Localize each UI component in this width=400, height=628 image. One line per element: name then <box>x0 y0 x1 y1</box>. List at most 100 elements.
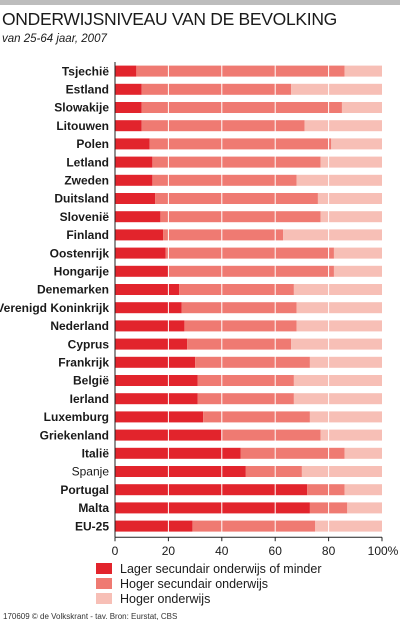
x-tick-label: 20 <box>162 544 176 558</box>
bar-segment-mid <box>197 375 294 386</box>
bar-segment-low <box>115 356 196 368</box>
bar-segment-low <box>115 302 182 314</box>
category-label: EU-25 <box>75 519 109 533</box>
bar-segment-mid <box>152 156 321 168</box>
bar-segment-high <box>296 302 382 314</box>
category-label: Griekenland <box>40 428 109 442</box>
bar-segment-high <box>301 466 382 477</box>
bar-segment-high <box>317 193 382 204</box>
bar-segment-low <box>115 447 241 459</box>
bar-segment-low <box>115 265 169 277</box>
x-tick-label: 80 <box>322 544 336 558</box>
chart-subtitle: van 25-64 jaar, 2007 <box>2 33 107 45</box>
legend-swatch-low <box>96 563 112 574</box>
legend-label-low: Lager secundair onderwijs of minder <box>120 561 322 576</box>
bar-segment-mid <box>152 174 297 186</box>
category-label: Ierland <box>70 392 109 406</box>
category-label: Slowakije <box>54 101 109 115</box>
legend-swatch-high <box>96 593 112 604</box>
bar-segment-mid <box>184 320 297 332</box>
category-label: Estland <box>66 83 109 97</box>
bar-segment-low <box>115 120 142 132</box>
bar-segment-low <box>115 102 142 113</box>
bar-segment-high <box>344 447 382 459</box>
source-footer: 170609 © de Volkskrant - tav. Bron: Eurs… <box>3 612 178 621</box>
bar-segment-mid <box>168 265 334 277</box>
bar-segment-high <box>331 138 382 150</box>
bar-segment-mid <box>160 211 321 223</box>
bar-segment-mid <box>141 102 342 113</box>
category-label: Luxemburg <box>44 410 109 424</box>
category-label: Denemarken <box>37 283 109 297</box>
bar-segment-high <box>333 265 382 277</box>
bar-segment-low <box>115 284 180 295</box>
category-label: Finland <box>66 228 109 242</box>
bar-segment-mid <box>221 429 321 441</box>
category-label: Duitsland <box>54 192 109 206</box>
bar-segment-high <box>291 338 382 350</box>
x-tick-label: 60 <box>269 544 283 558</box>
bar-segment-high <box>309 356 382 368</box>
category-label: Spanje <box>72 465 110 479</box>
bar-segment-high <box>320 156 382 168</box>
x-tick-label: 100% <box>368 544 399 558</box>
category-label: Letland <box>66 155 109 169</box>
bar-segment-low <box>115 320 185 332</box>
category-label: Zweden <box>64 174 109 188</box>
x-axis-group: 0 20 40 60 80 100% <box>112 62 399 558</box>
bar-segment-mid <box>165 247 334 259</box>
bar-segment-low <box>115 338 188 350</box>
bar-segment-high <box>320 429 382 441</box>
legend-label-mid: Hoger secundair onderwijs <box>120 576 268 591</box>
bar-segment-low <box>115 229 164 241</box>
bar-segment-low <box>115 411 204 423</box>
stacked-bar-chart: Tsjechië Estland Slowakije Litouwen Polen Let… <box>0 62 399 558</box>
category-label: België <box>73 374 109 388</box>
bar-segment-low <box>115 484 308 496</box>
bar-segment-mid <box>155 193 318 204</box>
bar-segment-mid <box>149 138 332 150</box>
bar-segment-high <box>341 102 382 113</box>
legend-label-high: Hoger onderwijs <box>120 591 211 606</box>
bar-segment-mid <box>203 411 310 423</box>
category-label: Polen <box>76 137 109 151</box>
bar-segment-high <box>293 284 382 295</box>
bar-segment-mid <box>245 466 302 477</box>
category-label: Tsjechië <box>62 64 109 78</box>
bar-segment-low <box>115 375 198 386</box>
category-label: Verenigd Koninkrijk <box>0 301 109 315</box>
bar-segment-high <box>291 83 382 95</box>
bar-segment-high <box>347 502 382 514</box>
bar-segment-high <box>344 484 382 496</box>
bar-segment-mid <box>240 447 345 459</box>
bar-segment-high <box>283 229 382 241</box>
bar-segment-mid <box>163 229 284 241</box>
category-label: Malta <box>78 501 109 515</box>
bar-segment-low <box>115 393 198 405</box>
bar-segment-low <box>115 83 142 95</box>
bar-segment-low <box>115 193 156 204</box>
bar-segment-low <box>115 502 310 514</box>
bar-segment-mid <box>136 65 345 77</box>
legend-item-mid: Hoger secundair onderwijs <box>96 576 322 591</box>
gridlines-group <box>167 62 330 535</box>
category-label: Litouwen <box>56 119 109 133</box>
category-label: Oostenrijk <box>50 246 110 260</box>
category-label: Portugal <box>60 483 109 497</box>
category-label: Frankrijk <box>58 356 109 370</box>
bar-segment-low <box>115 211 161 223</box>
bar-segment-low <box>115 247 166 259</box>
bar-segment-high <box>320 211 382 223</box>
category-label: Hongarije <box>54 265 110 279</box>
bar-segment-mid <box>179 284 294 295</box>
bar-segment-mid <box>141 83 292 95</box>
category-label: Cyprus <box>68 337 110 351</box>
bar-segment-mid <box>141 120 305 132</box>
bar-segment-low <box>115 156 153 168</box>
bar-segment-high <box>296 320 382 332</box>
bar-segment-high <box>309 411 382 423</box>
bars-group <box>115 65 382 532</box>
bar-segment-mid <box>307 484 345 496</box>
bar-segment-low <box>115 65 137 77</box>
bar-segment-low <box>115 466 246 477</box>
